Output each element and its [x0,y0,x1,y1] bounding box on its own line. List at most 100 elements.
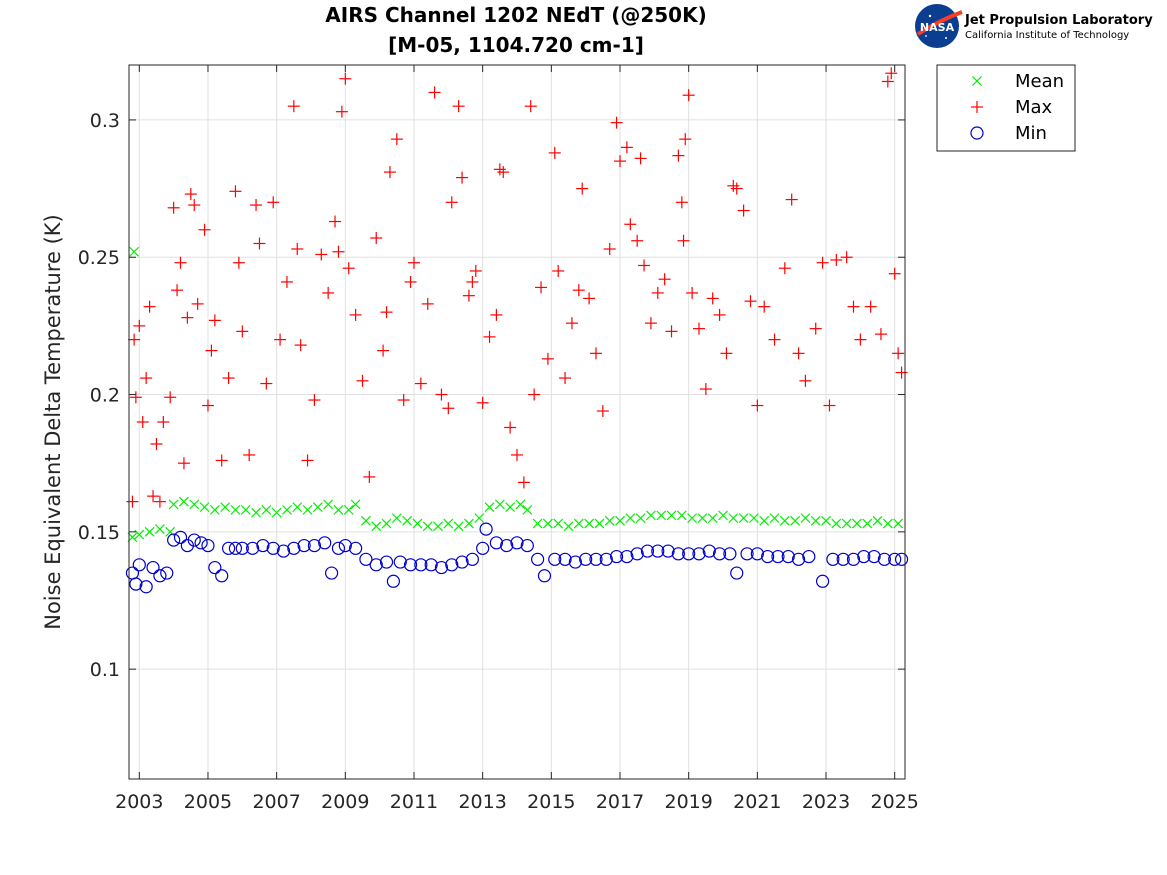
data-point-max [164,391,177,404]
data-point-max [713,308,726,321]
data-point-max [847,300,860,313]
data-point-mean [748,513,759,524]
chart-subtitle: [M-05, 1104.720 cm-1] [388,33,644,57]
series-layer [125,67,909,594]
data-point-max [778,262,791,275]
data-point-mean [522,504,533,515]
logo-title: Jet Propulsion Laboratory [964,13,1153,28]
data-point-max [208,314,221,327]
data-point-mean [893,518,904,529]
data-point-max [466,275,479,288]
data-point-max [528,388,541,401]
data-point-max [174,256,187,269]
data-point-mean [371,521,382,532]
series-mean [127,246,904,543]
data-point-max [253,237,266,250]
data-point-mean [230,504,241,515]
x-tick-label: 2023 [802,791,850,813]
data-point-max [840,251,853,264]
data-point-min [379,555,394,569]
data-point-max [830,253,843,266]
data-point-max [517,476,530,489]
data-point-max [809,322,822,335]
data-point-min [761,549,775,564]
data-point-max [548,146,561,159]
data-point-max [428,86,441,99]
legend-label-mean: Mean [1015,71,1064,92]
chart-title: AIRS Channel 1202 NEdT (@250K) [325,3,706,27]
data-point-mean [841,518,852,529]
data-point-max [445,196,458,209]
data-point-mean [584,518,595,529]
data-point-max [404,275,417,288]
legend-marker-min [970,126,984,140]
data-point-mean [718,510,728,521]
plot-area [129,65,905,779]
x-tick-label: 2017 [596,791,644,813]
data-point-mean [453,521,464,532]
data-point-min [489,536,503,550]
data-point-max [140,372,153,385]
data-point-max [215,454,228,467]
data-point-min [826,552,840,566]
data-point-min [894,552,909,566]
data-point-min [434,560,449,575]
x-tick-label: 2021 [733,791,781,813]
data-point-max [383,166,396,179]
data-point-max [229,185,242,198]
data-point-max [565,317,578,330]
data-point-max [874,328,887,341]
data-point-max [816,256,829,269]
data-point-min [455,555,469,569]
data-point-min [537,569,552,583]
data-point-max [720,347,733,360]
data-point-mean [391,513,402,524]
ticks: 2003 2005 2007 2009 2011 2013 2015 2017 2019 2021… [78,65,919,813]
data-point-max [414,377,427,390]
data-point-mean [656,510,667,521]
data-point-mean [882,518,893,529]
data-point-max [854,333,867,346]
data-point-max [222,372,235,385]
data-point-min [194,536,208,550]
data-point-mean [687,513,698,524]
data-point-max [483,330,496,343]
data-point-mean [676,510,687,521]
y-axis-label: Noise Equivalent Delta Temperature (K) [41,214,65,630]
data-point-max [287,100,300,113]
data-point-mean [831,518,842,529]
data-point-max [490,308,503,321]
data-point-max [888,267,901,280]
data-point-max [658,273,671,286]
x-tick-label: 2005 [184,791,232,813]
data-point-max [576,182,589,195]
data-point-min [815,574,830,588]
x-tick-label: 2015 [527,791,575,813]
data-point-mean [532,518,543,529]
data-point-min [723,547,737,561]
data-point-min [558,552,572,566]
data-point-max [232,256,245,269]
nasa-wordmark: NASA [920,21,955,34]
data-point-min [228,541,243,555]
plot-frame [128,64,906,780]
data-point-mean [553,518,564,529]
data-point-min [781,549,795,564]
data-point-max [201,399,214,412]
data-point-min [167,533,181,547]
data-point-mean [343,504,354,515]
data-point-mean [134,529,145,540]
data-point-max [624,218,637,231]
data-point-max [421,297,434,310]
data-point-min [671,547,685,561]
data-point-mean [707,513,718,524]
legend-item-min: Min [970,123,1047,144]
data-point-max [679,133,692,146]
data-point-min [324,566,339,580]
data-point-min [369,558,383,572]
data-point-max [301,454,314,467]
data-point-min [256,538,270,553]
data-point-max [758,300,771,313]
data-point-max [677,234,690,247]
data-point-max [737,204,750,217]
